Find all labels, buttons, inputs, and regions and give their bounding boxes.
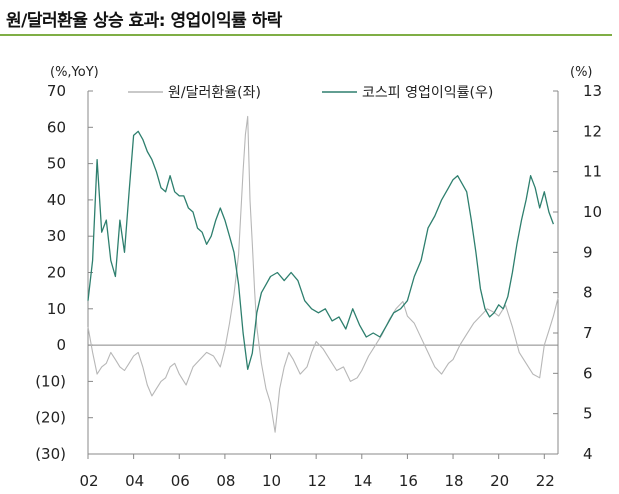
legend-label: 코스피 영업이익률(우) <box>362 85 493 101</box>
chart-title: 원/달러환율 상승 효과: 영업이익률 하락 <box>6 11 282 31</box>
x-tick-label: 12 <box>308 472 327 490</box>
left-tick-label: 40 <box>47 191 66 209</box>
right-tick-label: 9 <box>583 243 593 261</box>
x-tick-label: 06 <box>171 472 190 490</box>
legend-label: 원/달러환율(좌) <box>168 85 261 101</box>
right-tick-label: 7 <box>583 324 593 342</box>
left-tick-label: 60 <box>47 118 66 136</box>
left-tick-label: (20) <box>35 409 66 427</box>
right-tick-label: 5 <box>583 405 593 423</box>
x-tick-label: 16 <box>399 472 418 490</box>
x-tick-label: 18 <box>445 472 464 490</box>
right-axis-unit: (%) <box>570 65 593 80</box>
left-axis-unit: (%,YoY) <box>50 65 99 80</box>
left-tick-label: 0 <box>56 336 66 354</box>
right-tick-label: 4 <box>583 445 593 463</box>
left-tick-label: 10 <box>47 300 66 318</box>
left-tick-label: 50 <box>47 155 66 173</box>
left-tick-label: (30) <box>35 445 66 463</box>
x-tick-label: 04 <box>125 472 144 490</box>
x-tick-label: 08 <box>216 472 235 490</box>
x-tick-label: 02 <box>79 472 98 490</box>
x-tick-label: 22 <box>536 472 555 490</box>
kospi-margin-series-line <box>87 130 555 370</box>
left-tick-label: 30 <box>47 227 66 245</box>
right-tick-label: 8 <box>583 284 593 302</box>
right-tick-label: 13 <box>583 82 602 100</box>
right-tick-label: 6 <box>583 364 593 382</box>
left-tick-label: (10) <box>35 372 66 390</box>
krw-usd-series-line <box>87 115 559 433</box>
right-tick-label: 11 <box>583 163 602 181</box>
title-underline <box>0 34 612 36</box>
x-tick-label: 14 <box>353 472 372 490</box>
left-tick-label: 70 <box>47 82 66 100</box>
right-tick-label: 12 <box>583 122 602 140</box>
right-tick-label: 10 <box>583 203 602 221</box>
x-tick-label: 10 <box>262 472 281 490</box>
left-tick-label: 20 <box>47 264 66 282</box>
x-tick-label: 20 <box>490 472 509 490</box>
